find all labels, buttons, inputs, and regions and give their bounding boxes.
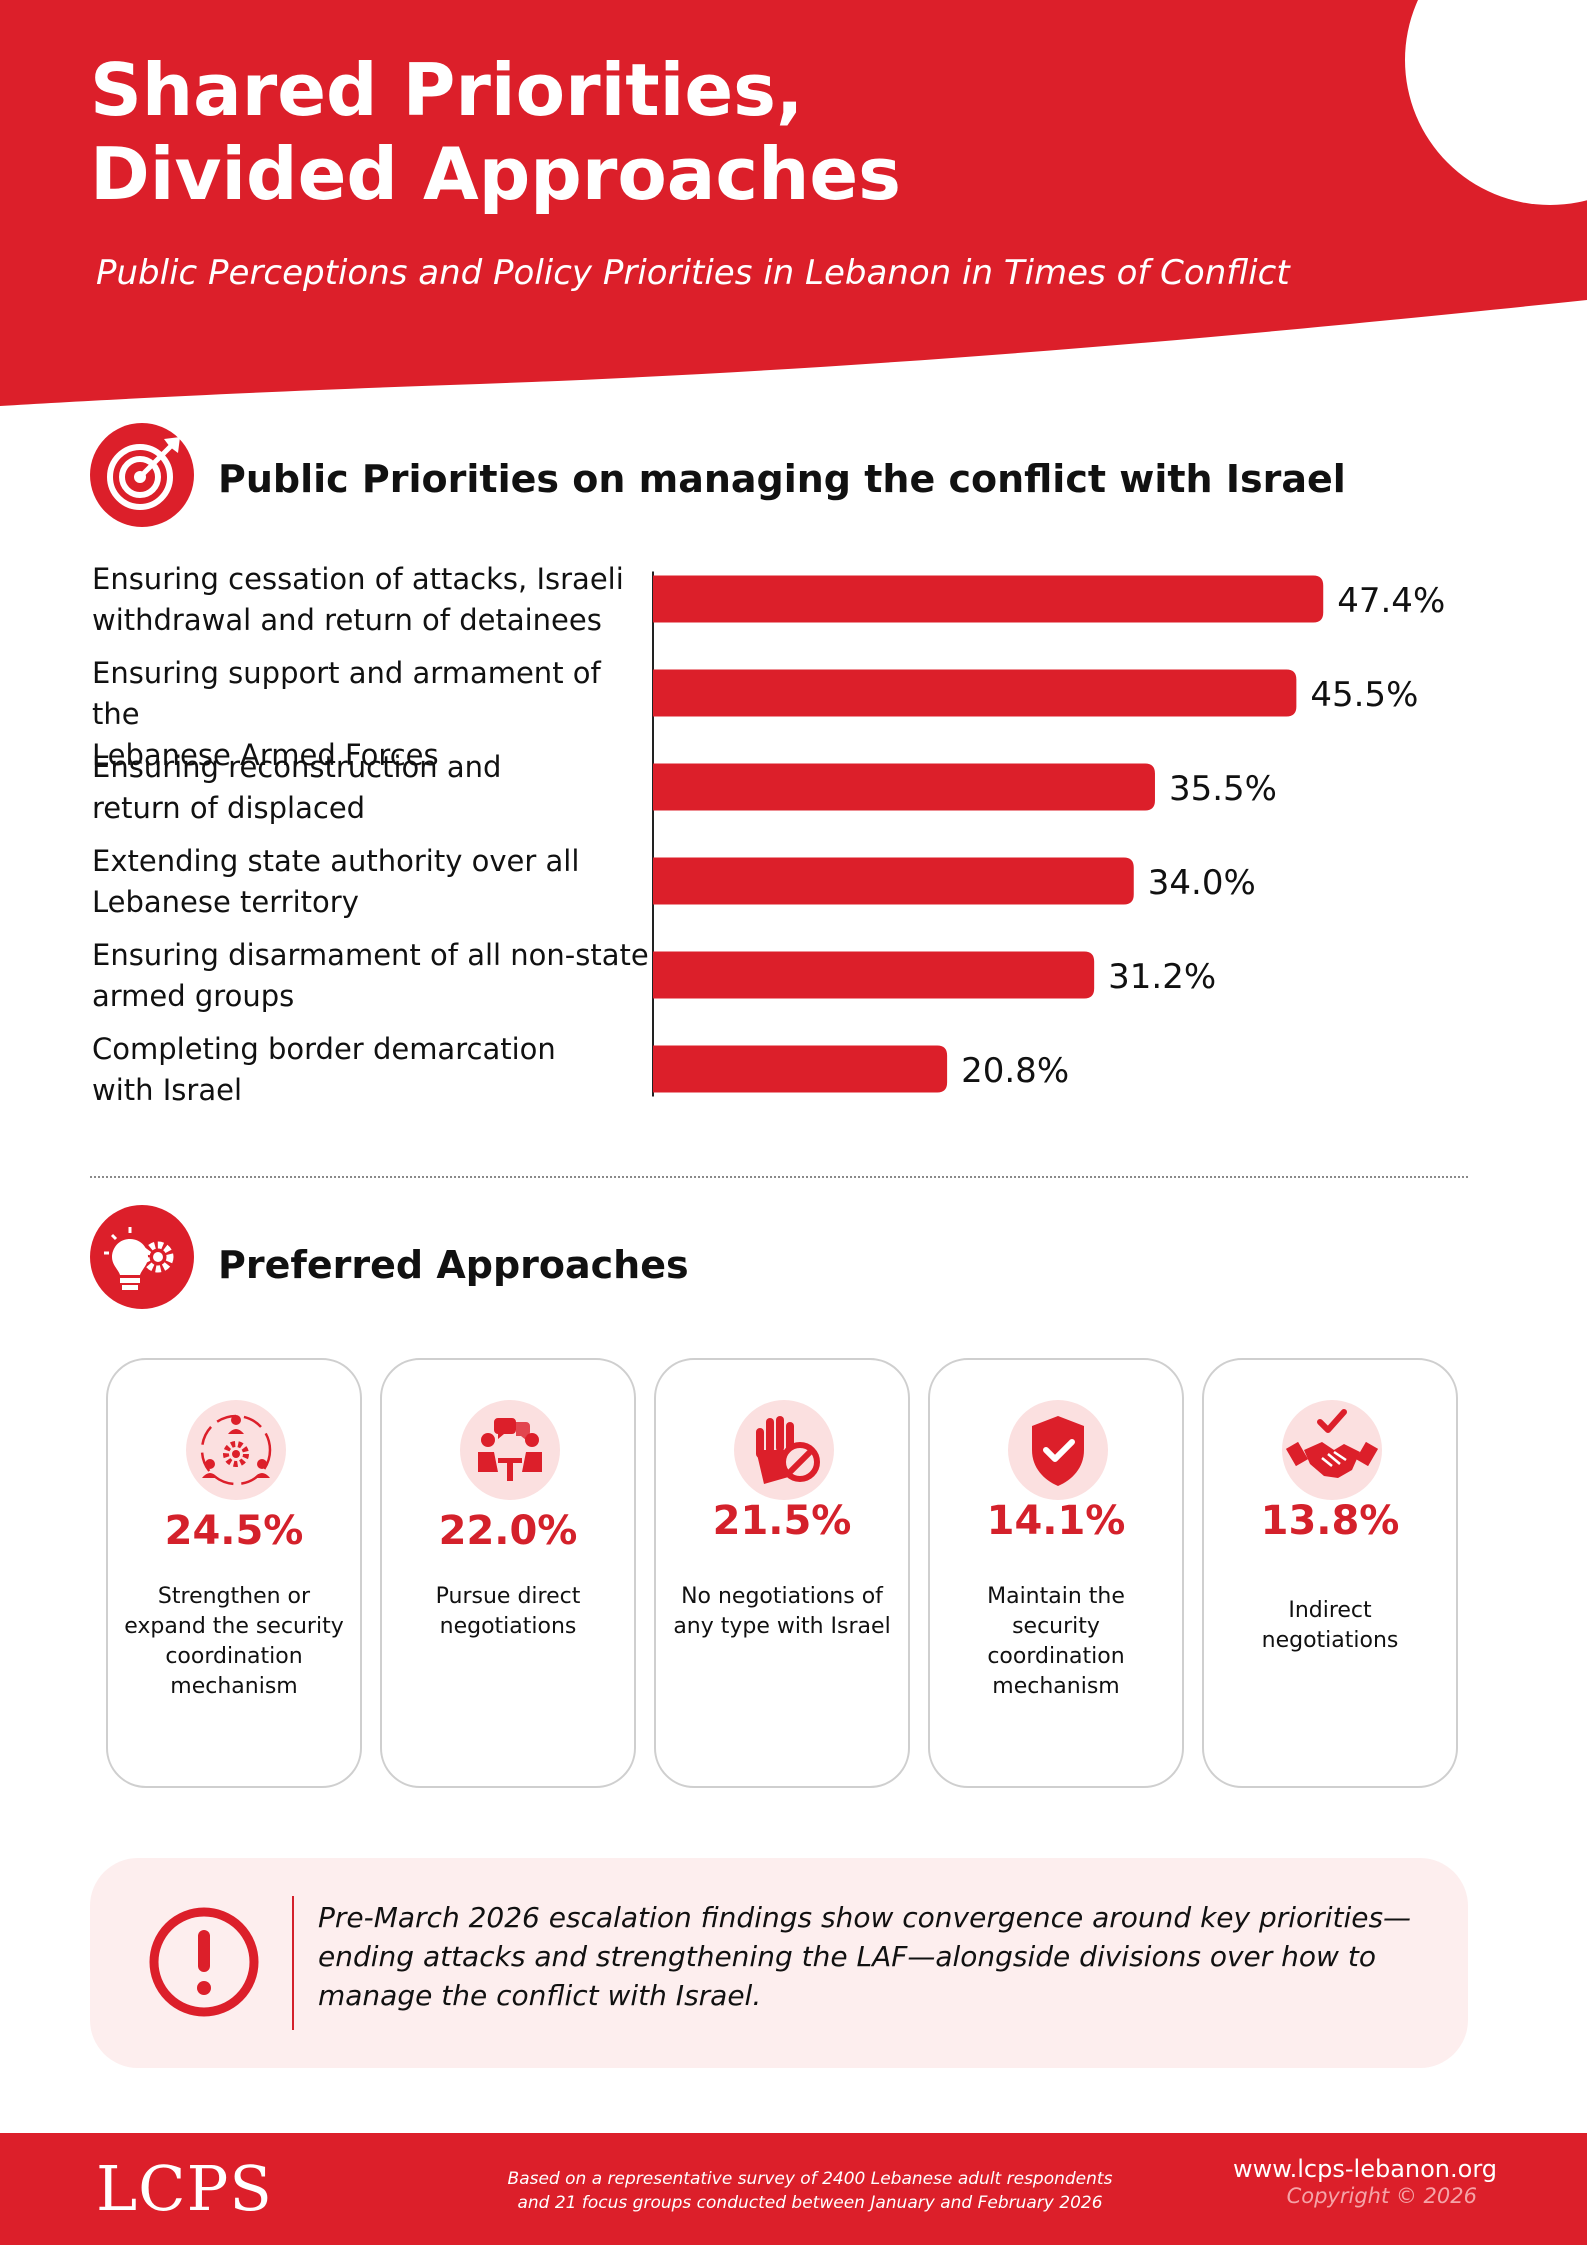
footer-website-link[interactable]: www.lcps-lebanon.org: [1232, 2155, 1497, 2183]
chart-category-label-1: Ensuring cessation of attacks, Israeli wi…: [92, 559, 652, 641]
footer-note-line-2: and 21 focus groups conducted between Ja…: [517, 2193, 1103, 2213]
header-background: [0, 0, 1587, 406]
approach-label: No negotiations of any type with Israel: [673, 1584, 891, 1639]
approach-card-3: 21.5% No negotiations of any type with I…: [654, 1358, 910, 1788]
approach-card-5: 13.8% Indirect negotiations: [1202, 1358, 1458, 1788]
meeting-chat-icon: [460, 1400, 560, 1500]
lcps-logo: LCPS: [96, 2152, 273, 2225]
section-divider: [90, 1176, 1468, 1178]
chart-category-label-line: Ensuring support and armament of the: [92, 656, 601, 731]
approach-label: Strengthen or expand the security coordi…: [124, 1584, 344, 1699]
chart-bar-3: [653, 763, 1155, 811]
chart-category-label-line: Ensuring disarmament of all non-state: [92, 938, 649, 972]
chart-bar-6: [653, 1045, 948, 1093]
approach-card-2: 22.0% Pursue direct negotiations: [380, 1358, 636, 1788]
hand-stop-icon: [734, 1400, 834, 1500]
chart-category-label-3: Ensuring reconstruction and return of dis…: [92, 747, 652, 829]
chart-category-label-line: Completing border demarcation: [92, 1032, 556, 1066]
team-gear-icon: [186, 1400, 286, 1500]
chart-bar-4: [653, 857, 1134, 905]
page-title: Shared Priorities, Divided Approaches: [90, 48, 901, 216]
exclamation-circle-icon: [149, 1907, 259, 2017]
chart-category-label-line: with Israel: [92, 1073, 242, 1107]
shield-check-icon: [1008, 1400, 1108, 1500]
chart-bar-5: [653, 951, 1095, 999]
approach-value: 14.1%: [986, 1498, 1126, 1544]
chart-category-label-line: return of displaced: [92, 791, 366, 825]
chart-category-label-6: Completing border demarcation with Israel: [92, 1029, 652, 1111]
approach-value: 24.5%: [164, 1508, 304, 1554]
approach-value: 22.0%: [438, 1508, 578, 1554]
chart-bar-1: [653, 575, 1324, 623]
key-finding-note: Pre-March 2026 escalation findings show …: [90, 1858, 1468, 2068]
chart-data-label-5: 31.2%: [1108, 957, 1216, 997]
header-white-circle: [1405, 0, 1587, 205]
approach-value: 13.8%: [1260, 1498, 1400, 1544]
footer-note-line-1: Based on a representative survey of 2400…: [507, 2169, 1113, 2189]
approach-label: Maintain the security coordination mecha…: [987, 1584, 1125, 1699]
chart-bar-2: [653, 669, 1297, 717]
chart-data-label-3: 35.5%: [1169, 769, 1277, 809]
chart-data-label-2: 45.5%: [1310, 675, 1418, 715]
footer: LCPS Based on a representative survey of…: [0, 2133, 1587, 2245]
priorities-heading: Public Priorities on managing the confli…: [218, 457, 1346, 501]
lightbulb-gear-icon: [90, 1205, 194, 1309]
chart-category-label-line: Ensuring reconstruction and: [92, 750, 502, 784]
chart-data-label-6: 20.8%: [961, 1051, 1069, 1091]
approaches-heading: Preferred Approaches: [218, 1243, 689, 1287]
target-arrow-icon: [90, 423, 194, 527]
page-subtitle: Public Perceptions and Policy Priorities…: [96, 253, 1290, 293]
note-divider: [292, 1896, 294, 2030]
footer-source-note: Based on a representative survey of 2400…: [470, 2167, 1150, 2215]
approach-label: Pursue direct negotiations: [435, 1584, 581, 1639]
chart-category-label-line: Ensuring cessation of attacks, Israeli: [92, 562, 624, 596]
title-line-1: Shared Priorities,: [90, 48, 804, 132]
chart-category-label-line: Extending state authority over all: [92, 844, 580, 878]
chart-category-label-5: Ensuring disarmament of all non-state arm…: [92, 935, 652, 1017]
footer-copyright: Copyright © 2026: [1286, 2184, 1477, 2208]
chart-category-label-line: armed groups: [92, 979, 295, 1013]
chart-category-label-4: Extending state authority over all Lebane…: [92, 841, 652, 923]
handshake-check-icon: [1282, 1400, 1382, 1500]
approach-value: 21.5%: [712, 1498, 852, 1544]
approach-card-4: 14.1% Maintain the security coordination…: [928, 1358, 1184, 1788]
chart-data-label-4: 34.0%: [1148, 863, 1256, 903]
chart-data-label-1: 47.4%: [1337, 581, 1445, 621]
note-text: Pre-March 2026 escalation findings show …: [318, 1901, 1412, 2012]
chart-category-label-2: Ensuring support and armament of the Leba…: [92, 653, 652, 776]
title-line-2: Divided Approaches: [90, 132, 902, 216]
chart-category-label-line: Lebanese Armed Forces: [92, 738, 439, 772]
approach-card-1: 24.5% Strengthen or expand the security …: [106, 1358, 362, 1788]
approach-label: Indirect negotiations: [1261, 1598, 1399, 1653]
chart-category-label-line: Lebanese territory: [92, 885, 359, 919]
chart-category-label-line: withdrawal and return of detainees: [92, 603, 602, 637]
